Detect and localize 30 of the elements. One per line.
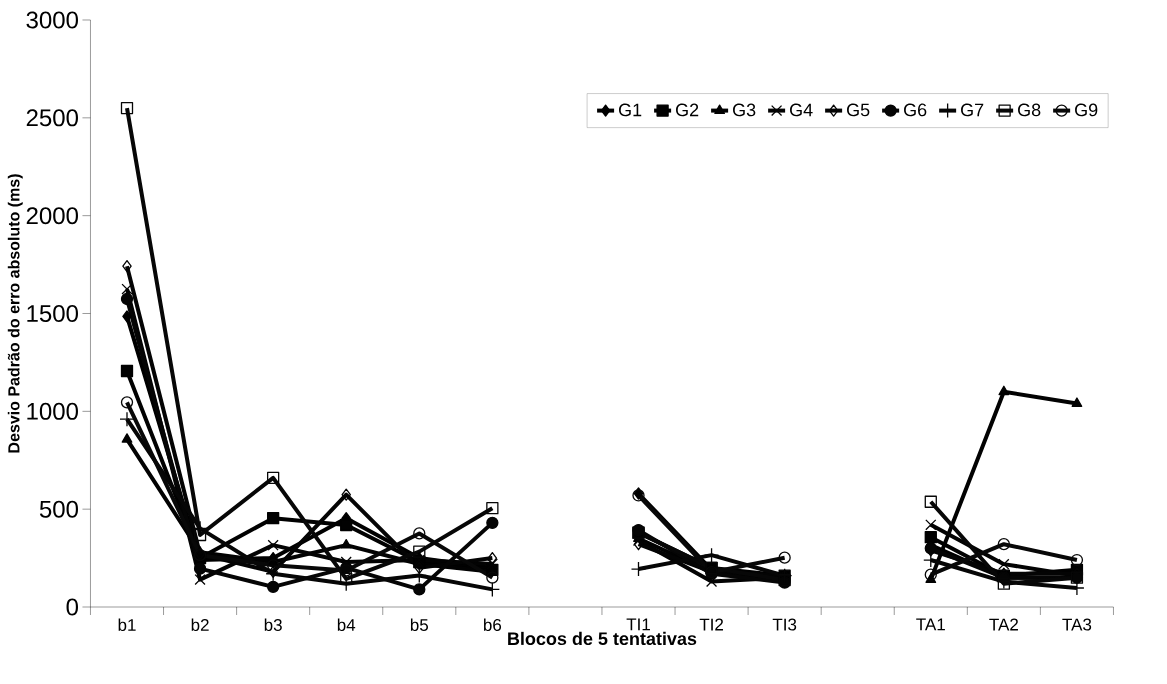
y-tick-label: 3000	[26, 11, 78, 29]
x-tick-label: TA2	[989, 618, 1018, 631]
y-axis-title: Desvio Padrão do erro absoluto (ms)	[7, 174, 23, 453]
x-tick-label: TA3	[1062, 618, 1092, 631]
legend-label: G1	[619, 103, 642, 117]
x-tick-label: b5	[410, 618, 429, 632]
x-tick-label: b1	[118, 618, 136, 632]
x-tick-label: TI2	[699, 618, 723, 631]
legend-label: G9	[1075, 103, 1098, 117]
legend-label: G8	[1018, 103, 1041, 117]
x-tick-label: TI1	[626, 618, 650, 631]
x-tick-label: TI3	[772, 618, 797, 631]
x-tick-label: b2	[191, 618, 209, 632]
legend-label: G4	[790, 103, 813, 117]
y-tick-label: 0	[66, 598, 78, 616]
y-tick-label: 1000	[27, 402, 78, 420]
legend-label: G5	[847, 103, 870, 117]
legend-label: G6	[904, 103, 927, 117]
x-tick-label: b6	[484, 618, 502, 632]
x-axis-title: Blocos de 5 tentativas	[508, 631, 697, 646]
y-tick-label: 2500	[26, 109, 78, 127]
x-tick-label: TA1	[916, 618, 945, 631]
legend-label: G7	[961, 103, 984, 117]
y-tick-label: 500	[39, 500, 78, 518]
x-tick-label: b4	[337, 618, 356, 632]
x-tick-label: b3	[264, 618, 282, 632]
y-tick-label: 1500	[27, 304, 78, 322]
legend-label: G2	[676, 103, 699, 117]
y-tick-label: 2000	[26, 207, 78, 225]
legend-label: G3	[733, 103, 756, 117]
